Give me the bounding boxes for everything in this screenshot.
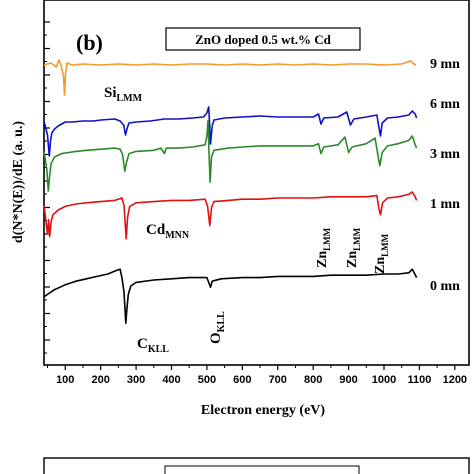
x-tick-label: 900 (339, 374, 357, 386)
x-tick-label: 500 (198, 374, 216, 386)
trace-label-layer: 9 mn 6 mn 3 mn 1 mn 0 mn (430, 57, 460, 294)
x-tick-label: 1100 (407, 374, 431, 386)
x-tick-label: 600 (233, 374, 251, 386)
x-axis-ticks: 100 200 300 400 500 600 700 800 900 1000 1100 1200 (47, 365, 467, 386)
x-tick-label: 100 (56, 374, 74, 386)
x-axis-title: Electron energy (eV) (201, 403, 325, 418)
series-line-1-mn (43, 191, 418, 240)
chart-title: ZnO doped 0.5 wt.% Cd (195, 32, 332, 47)
peak-annotation-layer: SiLMM CdMNN CKLL OKLL ZnLMM ZnLMM ZnLMM (104, 85, 390, 355)
series-line-6-mn (43, 106, 418, 157)
title-box-frame (165, 27, 361, 51)
trace-label: 9 mn (430, 57, 460, 72)
peak-annotation: CdMNN (146, 222, 190, 241)
series-layer (43, 59, 418, 324)
next-panel-title-box (164, 465, 360, 474)
next-panel-frame (43, 457, 470, 474)
x-tick-label: 400 (162, 374, 180, 386)
trace-label: 0 mn (430, 279, 460, 294)
series-line-0-mn (43, 268, 418, 324)
plot-frame (43, 0, 470, 366)
peak-annotation: ZnLMM (345, 227, 362, 268)
peak-annotation: OKLL (208, 311, 227, 344)
x-tick-label: 700 (269, 374, 287, 386)
series-line-9-mn (43, 59, 417, 96)
trace-label: 1 mn (430, 197, 460, 212)
x-tick-label: 1200 (443, 374, 467, 386)
trace-label: 6 mn (430, 97, 460, 112)
x-tick-label: 1000 (372, 374, 396, 386)
trace-label: 3 mn (430, 147, 460, 162)
panel-label: (b) (76, 30, 103, 55)
x-tick-label: 300 (127, 374, 145, 386)
peak-annotation: ZnLMM (373, 233, 390, 274)
y-axis-title: d(N*N(E))/dE (a. u.) (11, 121, 26, 243)
title-box: ZnO doped 0.5 wt.% Cd (165, 27, 361, 51)
peak-annotation: ZnLMM (315, 227, 332, 268)
x-tick-label: 800 (304, 374, 322, 386)
x-tick-label: 200 (91, 374, 109, 386)
peak-annotation: SiLMM (104, 85, 143, 104)
peak-annotation: CKLL (137, 336, 169, 355)
series-line-3-mn (43, 119, 418, 192)
